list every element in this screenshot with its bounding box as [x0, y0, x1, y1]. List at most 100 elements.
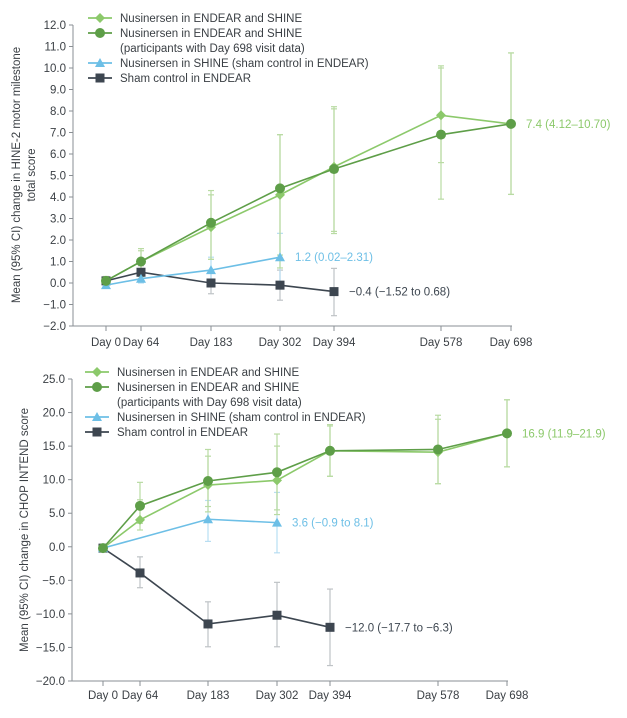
data-point-diamond: [135, 514, 145, 525]
data-label: −12.0 (−17.7 to −6.3): [345, 622, 453, 634]
legend-label: Nusinersen in SHINE (sham control in END…: [117, 412, 366, 424]
x-tick-label: Day 578: [417, 690, 460, 702]
data-point-circle: [506, 118, 516, 129]
y-axis-label-line: Mean (95% CI) change in HINE-2 motor mil…: [11, 47, 23, 303]
data-label: 16.9 (11.9–21.9): [522, 428, 606, 440]
x-tick-label: Day 0: [88, 690, 118, 702]
legend-item: Sham control in ENDEAR: [85, 427, 248, 439]
data-point-circle: [206, 217, 216, 228]
chop-intend-chart: −20.0 −15.0 −10.0 −5.0 0.0 5.0 10.0 15.0 20.0 25.…: [19, 367, 606, 702]
legend-marker-diamond: [95, 13, 105, 23]
legend-marker-square: [95, 73, 105, 83]
data-point-square: [272, 610, 282, 620]
data-point-triangle: [275, 252, 285, 262]
x-tick-label: Day 698: [486, 690, 529, 702]
y-axis-label: Mean (95% CI) change in HINE-2 motor mil…: [11, 47, 38, 303]
data-point-square: [136, 267, 146, 277]
legend-item: Nusinersen in ENDEAR and SHINE (participa…: [85, 382, 302, 409]
legend-label: Nusinersen in ENDEAR and SHINE: [117, 382, 299, 394]
y-tick-label: −20.0: [36, 676, 65, 688]
data-point-triangle: [272, 517, 282, 527]
legend-marker-triangle: [95, 58, 105, 67]
y-tick-label: 7.0: [50, 128, 66, 140]
hine2-chart: −2.0 −1.0 0.0 1.0 2.0 3.0 4.0 5.0 6.0 7.0 8.0 9.0 10…: [11, 13, 611, 349]
y-tick-label: −10.0: [36, 609, 65, 621]
x-tick-label: Day 394: [313, 337, 356, 349]
y-axis-label: Mean (95% CI) change in CHOP INTEND scor…: [19, 408, 31, 652]
legend-label: Sham control in ENDEAR: [120, 73, 251, 85]
legend-label: Nusinersen in ENDEAR and SHINE: [120, 28, 302, 40]
data-label: 3.6 (−0.9 to 8.1): [292, 518, 374, 530]
legend-label: Nusinersen in SHINE (sham control in END…: [120, 58, 369, 70]
data-point-circle: [433, 444, 443, 455]
y-tick-label: 8.0: [50, 106, 66, 118]
y-tick-label: −2.0: [43, 321, 66, 333]
data-point-square: [135, 568, 145, 578]
data-point-square: [329, 287, 339, 297]
y-tick-label: 11.0: [44, 42, 66, 54]
legend-marker-diamond: [92, 367, 102, 377]
data-point-square: [325, 622, 335, 632]
data-point-diamond: [272, 475, 282, 486]
y-tick-label: −1.0: [43, 300, 66, 312]
y-tick-label: 9.0: [50, 85, 66, 97]
x-tick-label: Day 302: [256, 690, 299, 702]
series-line: [102, 518, 278, 549]
data-point-circle: [275, 183, 285, 194]
legend-item: Nusinersen in ENDEAR and SHINE: [88, 13, 302, 25]
x-tick-label: Day 698: [490, 337, 533, 349]
legend-marker-circle: [92, 382, 102, 392]
data-point-circle: [203, 476, 213, 487]
legend-marker-square: [92, 427, 102, 437]
y-tick-label: 4.0: [50, 192, 66, 204]
legend-label: Nusinersen in ENDEAR and SHINE: [117, 367, 299, 379]
y-tick-label: 0.0: [50, 278, 66, 290]
data-point-diamond: [436, 110, 446, 121]
data-point-circle: [101, 275, 111, 286]
x-tick-label: Day 183: [190, 337, 233, 349]
data-label: −0.4 (−1.52 to 0.68): [349, 287, 450, 299]
y-tick-label: 3.0: [50, 214, 66, 226]
data-point-circle: [329, 164, 339, 175]
data-point-circle: [136, 256, 146, 267]
legend-label: Nusinersen in ENDEAR and SHINE: [120, 13, 302, 25]
data-point-circle: [272, 467, 282, 478]
y-tick-label: 10.0: [43, 475, 65, 487]
legend-item: Nusinersen in SHINE (sham control in END…: [85, 412, 366, 424]
y-tick-label: 10.0: [44, 63, 66, 75]
data-point-circle: [325, 445, 335, 456]
y-tick-label: −5.0: [42, 575, 65, 587]
legend-item: Nusinersen in ENDEAR and SHINE: [85, 367, 299, 379]
y-tick-label: 12.0: [44, 20, 66, 32]
y-tick-label: 5.0: [50, 171, 66, 183]
data-point-triangle: [136, 273, 146, 283]
data-point-circle: [436, 129, 446, 140]
legend-marker-triangle: [92, 412, 102, 421]
x-tick-label: Day 394: [309, 690, 352, 702]
series-line: [105, 256, 281, 286]
legend-label: (participants with Day 698 visit data): [117, 397, 302, 409]
data-point-square: [203, 619, 213, 629]
x-tick-label: Day 64: [123, 337, 160, 349]
y-axis-label-line: Mean (95% CI) change in CHOP INTEND scor…: [19, 408, 31, 652]
data-point-circle: [135, 500, 145, 511]
legend-item: Nusinersen in SHINE (sham control in END…: [88, 58, 369, 70]
x-tick-label: Day 183: [187, 690, 230, 702]
x-tick-label: Day 578: [420, 337, 463, 349]
y-tick-label: 25.0: [43, 374, 65, 386]
y-tick-label: 1.0: [50, 257, 66, 269]
data-point-triangle: [206, 265, 216, 275]
data-point-triangle: [203, 514, 213, 524]
data-label: 1.2 (0.02–2.31): [295, 252, 373, 264]
y-tick-label: 15.0: [43, 441, 65, 453]
legend-label: Sham control in ENDEAR: [117, 427, 248, 439]
y-tick-label: 20.0: [43, 408, 65, 420]
legend-label: (participants with Day 698 visit data): [120, 43, 305, 55]
x-tick-label: Day 302: [259, 337, 302, 349]
legend-marker-circle: [95, 28, 105, 38]
x-tick-label: Day 64: [122, 690, 159, 702]
y-tick-label: 2.0: [50, 235, 66, 247]
y-axis-label-line: total score: [26, 148, 38, 201]
x-tick-label: Day 0: [91, 337, 121, 349]
